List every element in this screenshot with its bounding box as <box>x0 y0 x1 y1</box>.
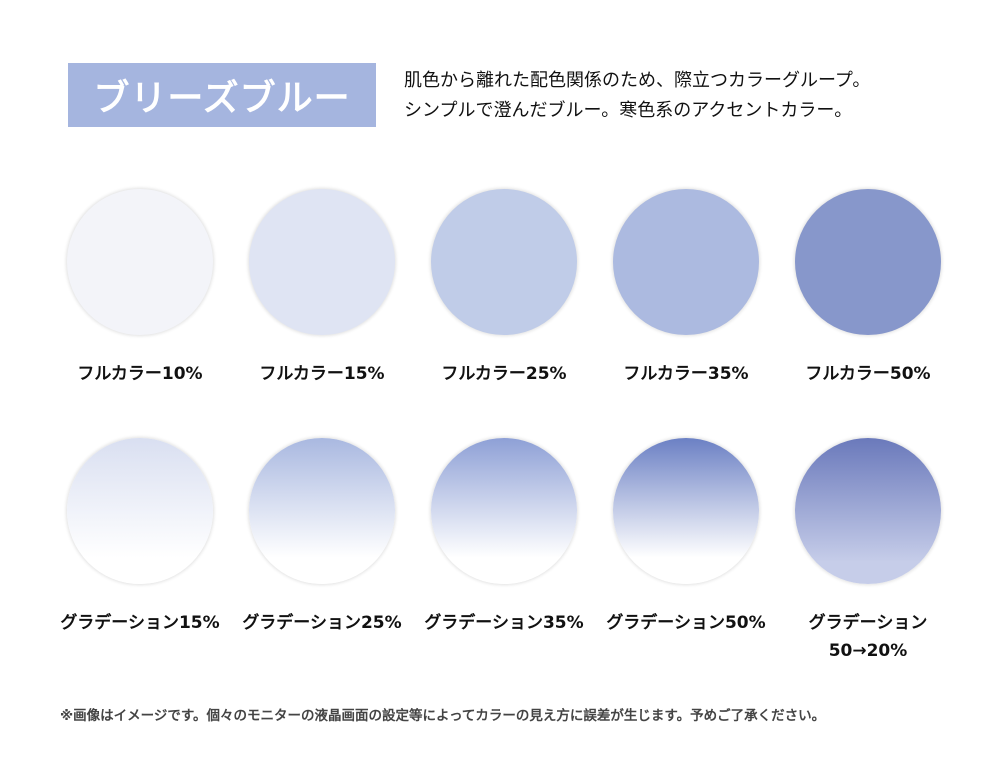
footnote: ※画像はイメージです。個々のモニターの液晶画面の設定等によってカラーの見え方に誤… <box>60 708 826 724</box>
swatch-gradient <box>613 438 759 584</box>
swatch-label-text: グラデーション50% <box>606 613 766 633</box>
swatch-label: フルカラー50% <box>805 364 931 384</box>
swatch-label: フルカラー15% <box>259 364 385 384</box>
swatch-label: フルカラー35% <box>623 364 749 384</box>
description-line: シンプルで澄んだブルー。寒色系のアクセントカラー。 <box>404 100 853 121</box>
swatch-full-color <box>795 189 941 335</box>
swatch-label-text: グラデーション25% <box>242 613 402 633</box>
swatch-label-text: グラデーション <box>808 613 928 633</box>
swatch-gradient <box>431 438 577 584</box>
swatch-full-color <box>431 189 577 335</box>
swatch-label: グラデーション35% <box>413 609 595 637</box>
swatch-gradient <box>249 438 395 584</box>
title: ブリーズブルー <box>93 78 351 119</box>
swatch-label: グラデーション 50→20% <box>777 609 959 665</box>
swatch-full-color <box>67 189 213 335</box>
swatch-label-text: 50→20% <box>828 641 908 661</box>
swatch-label: フルカラー25% <box>441 364 567 384</box>
swatch-label: グラデーション50% <box>595 609 777 637</box>
swatch-gradient <box>67 438 213 584</box>
swatch-full-color <box>613 189 759 335</box>
swatch-gradient <box>795 438 941 584</box>
description: 肌色から離れた配色関係のため、際立つカラーグループ。 シンプルで澄んだブルー。寒… <box>404 66 870 126</box>
swatch-label: グラデーション15% <box>49 609 231 637</box>
title-banner: ブリーズブルー <box>68 63 376 127</box>
swatch-full-color <box>249 189 395 335</box>
swatch-label-text: グラデーション15% <box>60 613 220 633</box>
swatch-label-text: グラデーション35% <box>424 613 584 633</box>
description-line: 肌色から離れた配色関係のため、際立つカラーグループ。 <box>404 70 871 91</box>
swatch-label: フルカラー10% <box>77 364 203 384</box>
swatch-label: グラデーション25% <box>231 609 413 637</box>
